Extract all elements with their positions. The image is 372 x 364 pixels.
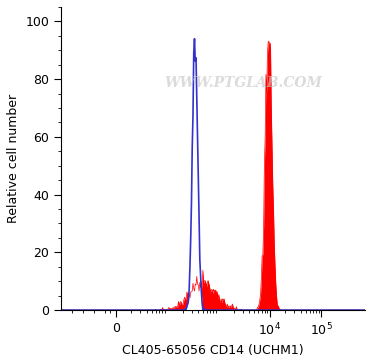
- X-axis label: CL405-65056 CD14 (UCHM1): CL405-65056 CD14 (UCHM1): [122, 344, 304, 357]
- Text: WWW.PTGLAB.COM: WWW.PTGLAB.COM: [164, 76, 323, 90]
- Y-axis label: Relative cell number: Relative cell number: [7, 94, 20, 223]
